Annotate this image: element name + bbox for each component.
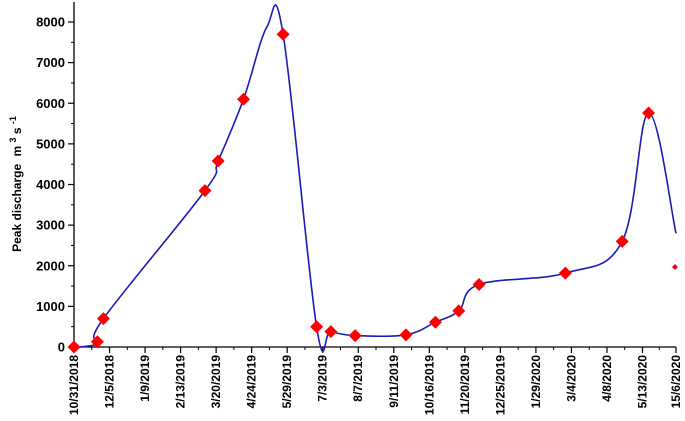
x-tick-label: 3/4/2020: [564, 355, 578, 402]
data-point-marker: [615, 234, 629, 248]
x-tick-label: 5/29/2019: [280, 355, 294, 409]
y-axis-unit-exp1: 3: [8, 137, 18, 142]
y-tick-label: 1000: [36, 299, 65, 314]
x-tick-label: 4/8/2020: [600, 355, 614, 402]
series-line: [73, 4, 677, 353]
x-tick-label: 4/24/2019: [245, 355, 259, 409]
x-tick-label: 7/3/2019: [316, 355, 330, 402]
y-axis-unit-base: m: [10, 146, 24, 157]
data-point-marker: [452, 304, 466, 318]
y-tick-label: 6000: [36, 96, 65, 111]
x-tick-label: 10/16/2019: [422, 355, 436, 415]
x-tick-label: 12/5/2018: [103, 355, 117, 409]
y-tick-label: 0: [58, 340, 65, 355]
data-point-marker: [671, 263, 678, 270]
x-tick-label: 3/20/2019: [209, 355, 223, 409]
y-tick-label: 5000: [36, 136, 65, 151]
data-point-marker: [428, 315, 442, 329]
x-tick-label: 11/20/2019: [458, 355, 472, 415]
y-axis: 0 1000 2000 3000 4000 5000 6000 7000 8000: [36, 2, 75, 355]
data-point-marker: [198, 184, 212, 198]
data-point-marker: [90, 335, 104, 349]
x-tick-label: 8/7/2019: [351, 355, 365, 402]
data-point-marker: [472, 277, 486, 291]
x-axis: 10/31/2018 12/5/2018 1/9/2019 2/13/2019 3/20…: [67, 346, 683, 415]
x-tick-label: 2/13/2019: [174, 355, 188, 409]
data-point-marker: [399, 328, 413, 342]
data-point-marker: [237, 92, 251, 106]
y-tick-label: 3000: [36, 218, 65, 233]
data-point-marker: [67, 340, 81, 354]
data-point-marker: [310, 320, 324, 334]
data-point-marker: [96, 312, 110, 326]
data-point-marker: [276, 27, 290, 41]
x-tick-label: 5/13/2020: [635, 355, 649, 409]
x-tick-label: 10/31/2018: [67, 355, 81, 415]
y-tick-label: 4000: [36, 177, 65, 192]
x-tick-label: 9/11/2019: [387, 355, 401, 408]
series-group: [67, 4, 678, 354]
data-point-marker: [642, 106, 656, 120]
data-point-marker: [558, 266, 572, 280]
y-axis-unit-s: s: [10, 127, 24, 134]
y-tick-label: 7000: [36, 55, 65, 70]
y-axis-label-text: Peak discharge: [10, 164, 24, 252]
data-point-marker: [211, 154, 225, 168]
x-tick-label: 1/29/2020: [529, 355, 543, 409]
x-tick-label: 15/6/2020: [669, 355, 683, 409]
y-axis-unit-exp2: -1: [8, 116, 18, 124]
y-tick-label: 2000: [36, 258, 65, 273]
y-tick-label: 8000: [36, 15, 65, 30]
x-tick-label: 12/25/2019: [493, 355, 507, 415]
data-point-marker: [324, 325, 338, 339]
y-axis-label: Peak discharge m 3 s -1: [5, 116, 24, 252]
x-tick-label: 1/9/2019: [138, 355, 152, 402]
data-point-marker: [348, 329, 362, 343]
